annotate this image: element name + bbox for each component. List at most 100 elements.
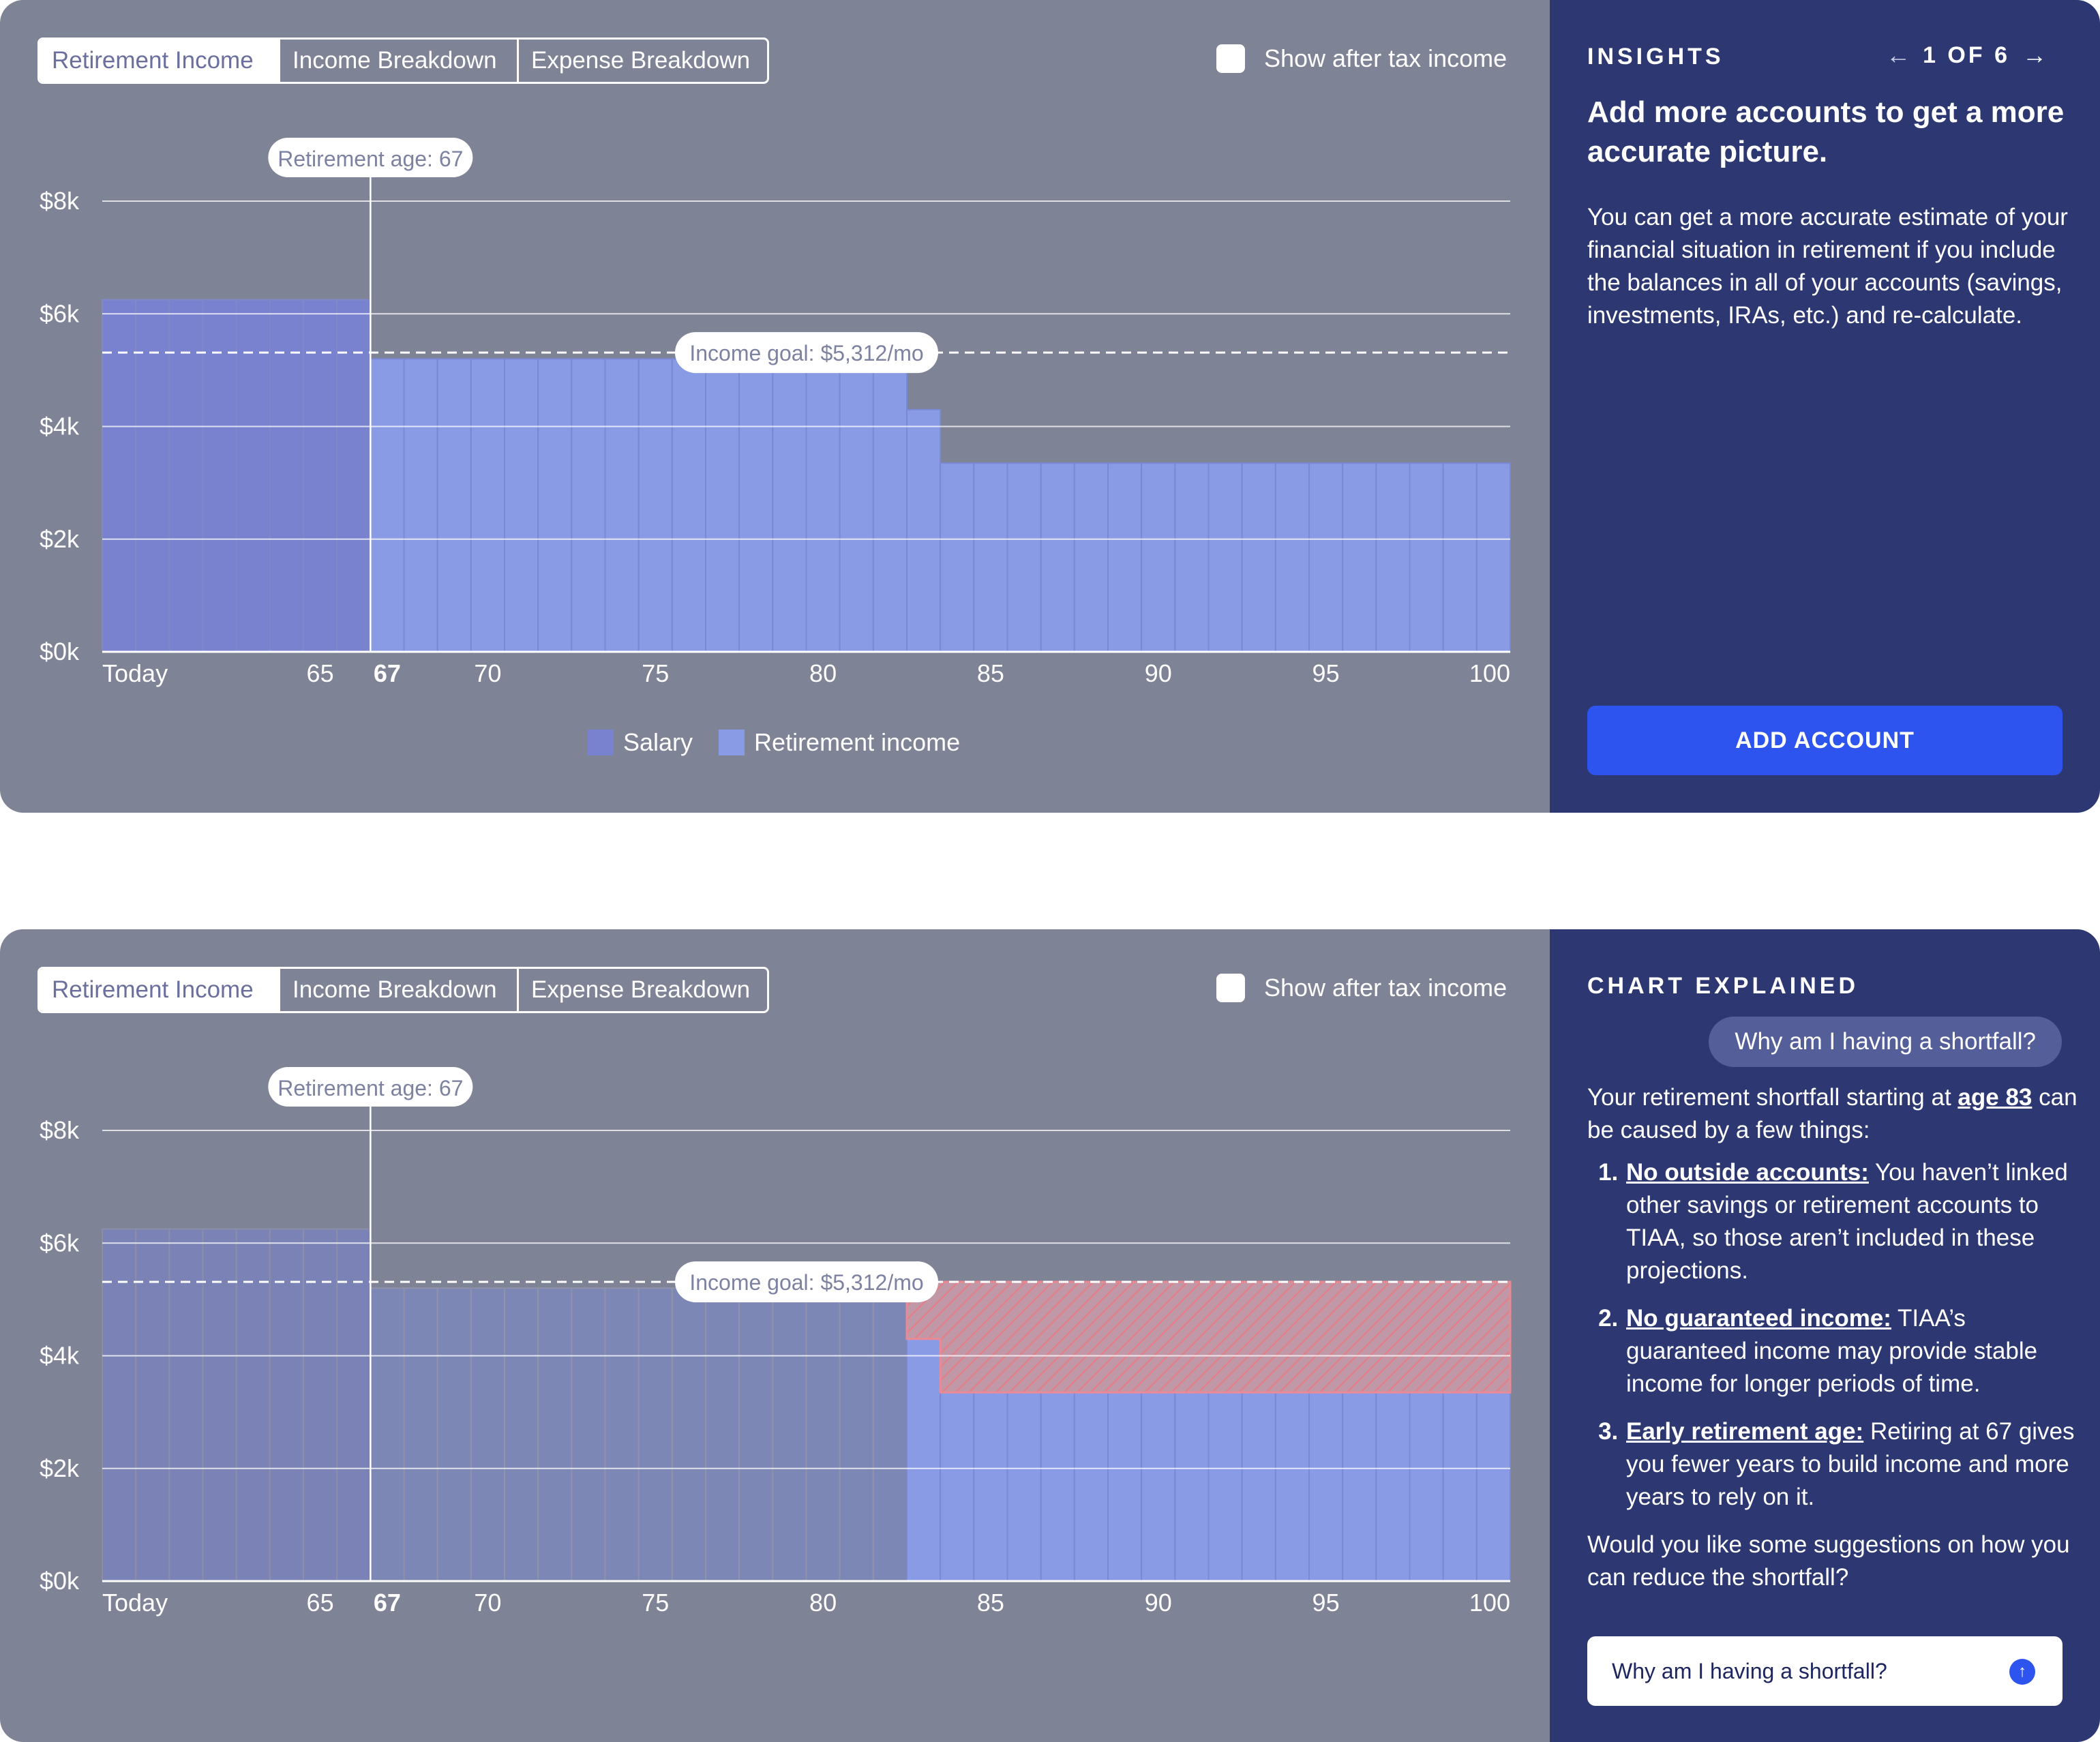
pill-bg (675, 332, 938, 374)
x-tick-label: 85 (977, 659, 1004, 687)
retirement-income-bar (772, 358, 807, 652)
after-tax-checkbox[interactable] (1216, 974, 1245, 1002)
insights-pager: ← 1 OF 6 → (1874, 41, 2059, 70)
retirement-income-bar (1107, 1392, 1143, 1582)
retirement-income-bar (940, 1392, 975, 1582)
salary-bar (102, 299, 137, 652)
y-tick-label: $6k (40, 1229, 80, 1257)
retirement-income-bar (1375, 462, 1411, 652)
income-goal-pill: Income goal: $5,312/mo (675, 332, 938, 374)
reason-title[interactable]: Early retirement age: (1626, 1418, 1864, 1445)
retirement-income-bar (839, 358, 874, 652)
insights-heading: INSIGHTS (1587, 44, 1724, 70)
retirement-income-bar (671, 1287, 706, 1582)
age-link[interactable]: age 83 (1957, 1084, 2032, 1111)
retirement-age-label: Retirement age: 67 (278, 147, 463, 171)
salary-bar (168, 1228, 204, 1582)
retirement-income-bar (1208, 462, 1243, 652)
explanation-intro: Your retirement shortfall starting at ag… (1587, 1081, 2078, 1147)
y-tick-label: $0k (40, 637, 80, 665)
retirement-income-bar (604, 358, 640, 652)
retirement-income-bar (1308, 462, 1344, 652)
income-goal-pill: Income goal: $5,312/mo (675, 1261, 938, 1303)
retirement-income-bar (470, 1287, 505, 1582)
retirement-income-bar (1475, 1392, 1511, 1582)
chart-explained-sidebar: CHART EXPLAINED Why am I having a shortf… (1550, 929, 2100, 1742)
reason-text: TIAA’s guaranteed income may provide sta… (1626, 1305, 2038, 1397)
x-tick-label: 100 (1469, 659, 1510, 687)
retirement-income-bar (772, 1287, 807, 1582)
retirement-income-bar (738, 358, 774, 652)
question-chip[interactable]: Why am I having a shortfall? (1709, 1017, 2062, 1067)
retirement-shortfall-chart: $0k $2k $4k $6k $8k Today 65 67 70 75 80 85 90 95 100 R… (40, 1067, 1512, 1617)
after-tax-checkbox[interactable] (1216, 44, 1245, 73)
pill-bg (675, 1261, 938, 1303)
reason-title[interactable]: No guaranteed income: (1626, 1305, 1891, 1332)
after-tax-toggle[interactable]: Show after tax income (1216, 43, 1507, 74)
tab-retirement-income[interactable]: Retirement Income (40, 40, 278, 82)
retirement-income-bar (671, 358, 706, 652)
arrow-right-icon[interactable]: → (2022, 41, 2047, 69)
explanation-closing: Would you like some suggestions on how y… (1587, 1531, 2070, 1591)
retirement-income-bar (1308, 1392, 1344, 1582)
retirement-age-label: Retirement age: 67 (278, 1076, 463, 1100)
retirement-income-bar (940, 462, 975, 652)
after-tax-toggle[interactable]: Show after tax income (1216, 972, 1507, 1004)
retirement-income-bar (638, 358, 673, 652)
retirement-income-bar (1442, 1392, 1478, 1582)
retirement-income-bar (738, 1287, 774, 1582)
legend-item-retirement-income: Retirement income (719, 728, 960, 757)
intro-text-end: can be caused by a few things: (1587, 1084, 2078, 1143)
x-tick-label: 85 (977, 1589, 1004, 1617)
retirement-income-bar (705, 358, 740, 652)
retirement-income-bar (1274, 1392, 1310, 1582)
arrow-left-icon[interactable]: ← (1886, 41, 1911, 69)
retirement-age-pill: Retirement age: 67 (268, 1067, 473, 1107)
retirement-income-bar (1475, 462, 1511, 652)
income-goal-label: Income goal: $5,312/mo (689, 341, 923, 365)
retirement-income-bar (604, 1287, 640, 1582)
x-tick-label: 70 (474, 1589, 501, 1617)
add-account-button[interactable]: ADD ACCOUNT (1587, 706, 2062, 775)
income-goal-label: Income goal: $5,312/mo (689, 1270, 923, 1295)
question-input[interactable]: Why am I having a shortfall? ↑ (1587, 1636, 2062, 1706)
retirement-income-bar (1040, 462, 1075, 652)
x-tick-label: 95 (1312, 1589, 1340, 1617)
retirement-income-bar (1073, 1392, 1109, 1582)
retirement-income-bar (537, 1287, 573, 1582)
insight-title: Add more accounts to get a more accurate… (1587, 95, 2065, 168)
tab-retirement-income[interactable]: Retirement Income (40, 969, 278, 1011)
y-tick-label: $6k (40, 299, 80, 327)
reason-title[interactable]: No outside accounts: (1626, 1159, 1869, 1186)
retirement-income-bar (571, 1287, 606, 1582)
x-tick-label: 65 (307, 1589, 334, 1617)
tab-expense-breakdown[interactable]: Expense Breakdown (517, 969, 767, 1011)
x-tick-label: 70 (474, 659, 501, 687)
after-tax-label: Show after tax income (1264, 974, 1508, 1002)
legend-swatch-retirement-income (719, 730, 745, 755)
tab-income-breakdown[interactable]: Income Breakdown (278, 40, 517, 82)
tab-income-breakdown[interactable]: Income Breakdown (278, 969, 517, 1011)
y-tick-label: $4k (40, 1342, 80, 1370)
retirement-income-bar (872, 358, 908, 652)
retirement-income-bar (805, 1287, 841, 1582)
retirement-income-bar (1006, 462, 1042, 652)
legend-swatch-salary (588, 730, 614, 755)
send-arrow-icon[interactable]: ↑ (2009, 1659, 2035, 1685)
legend-label-retirement-income: Retirement income (754, 728, 961, 756)
x-tick-label: 65 (307, 659, 334, 687)
x-tick-label: Today (102, 1589, 168, 1617)
y-tick-label: $2k (40, 1454, 80, 1482)
x-tick-label: 90 (1145, 659, 1172, 687)
salary-bar (336, 1228, 372, 1582)
y-tick-label: $8k (40, 1116, 80, 1144)
legend-label-salary: Salary (623, 728, 693, 756)
tab-expense-breakdown[interactable]: Expense Breakdown (517, 40, 767, 82)
reasons-list: No outside accounts: You haven’t linked … (1587, 1156, 2078, 1514)
retirement-income-bar (906, 408, 942, 653)
retirement-income-bar (571, 358, 606, 652)
x-tick-label: 67 (374, 659, 401, 687)
x-tick-label: 75 (642, 659, 669, 687)
retirement-income-bar (1141, 1392, 1176, 1582)
chart-legend: Salary Retirement income (588, 728, 986, 757)
